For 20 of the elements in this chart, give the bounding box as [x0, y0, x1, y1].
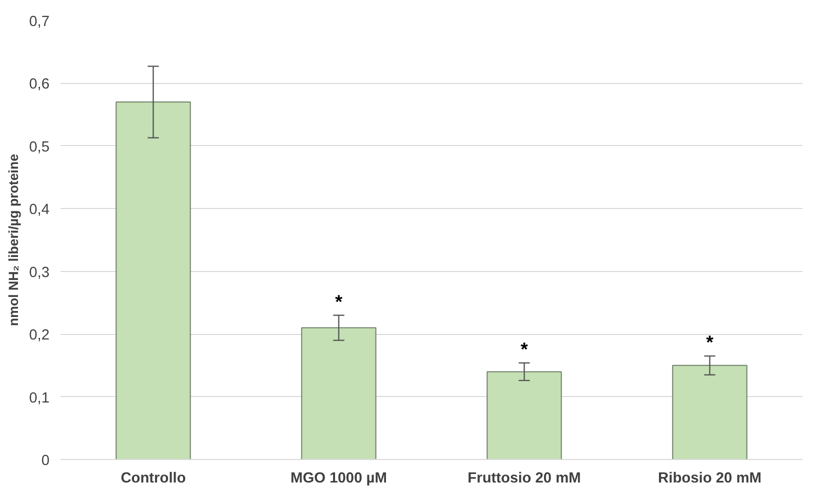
y-tick-label: 0,7: [29, 14, 50, 30]
bar: [486, 371, 562, 460]
y-tick-label: 0,6: [29, 76, 50, 93]
x-tick-label: MGO 1000 µM: [290, 470, 387, 486]
y-tick-label: 0: [41, 453, 50, 469]
y-tick-label: 0,1: [29, 390, 50, 406]
y-axis-title: nmol NH₂ liberi/µg proteine: [6, 154, 22, 326]
y-tick-label: 0,4: [29, 202, 50, 218]
x-tick-label: Controllo: [120, 470, 186, 486]
x-tick-label: Ribosio 20 mM: [658, 470, 762, 486]
annotation: *: [335, 290, 344, 312]
x-tick-label: Fruttosio 20 mM: [468, 470, 581, 486]
bar: [301, 327, 376, 460]
annotation: *: [706, 332, 714, 353]
bar: [116, 102, 191, 460]
y-tick-label: 0,2: [29, 328, 50, 344]
y-tick-label: 0,5: [29, 139, 50, 156]
bar: [672, 364, 748, 460]
y-tick-label: 0,3: [29, 264, 50, 281]
annotation: *: [520, 338, 529, 360]
